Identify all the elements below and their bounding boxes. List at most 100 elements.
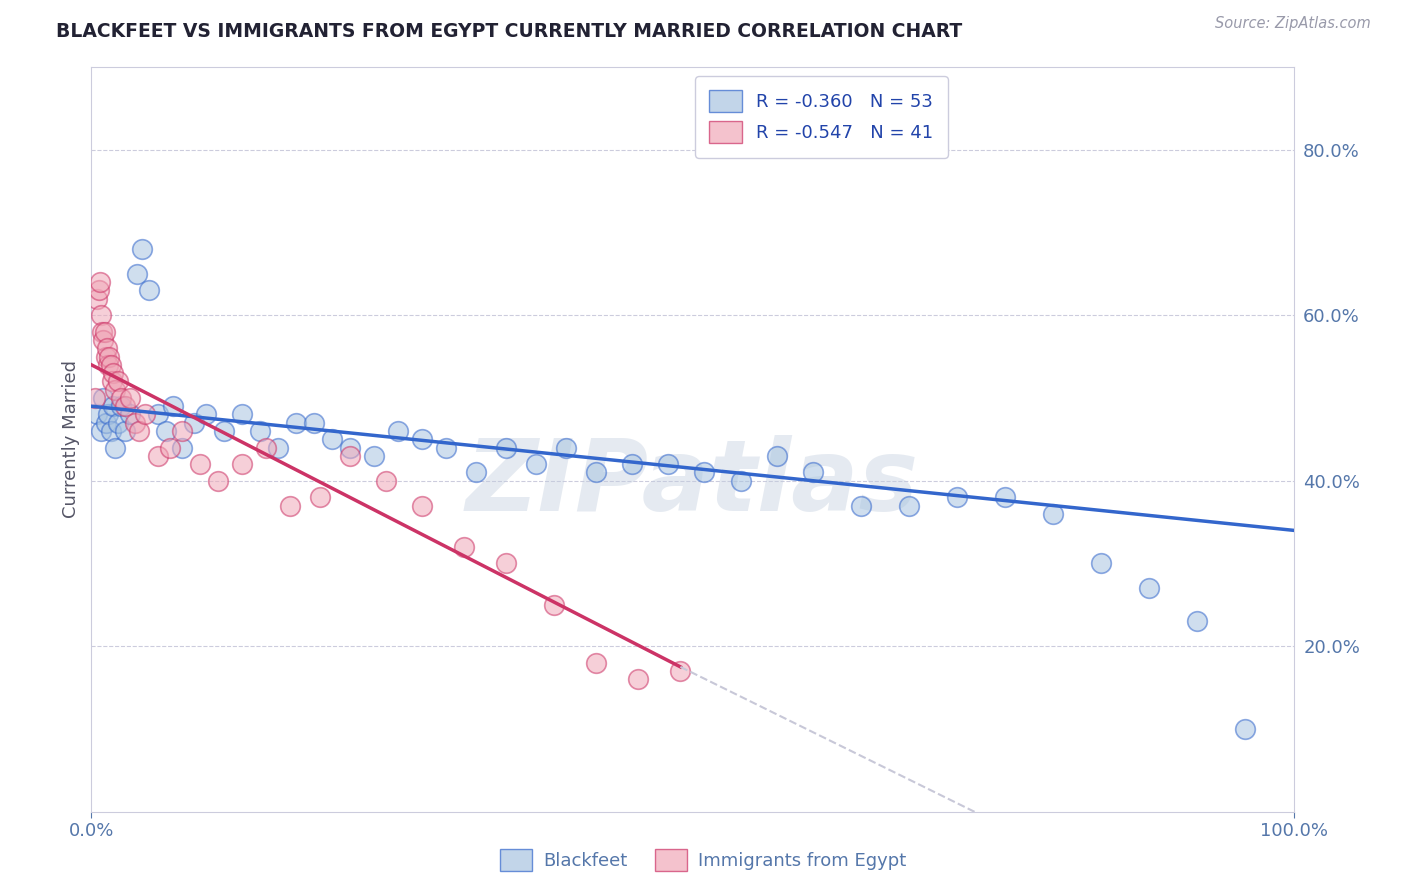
Point: [411, 432, 433, 446]
Point: [90, 424, 112, 438]
Point: [170, 424, 193, 438]
Point: [585, 466, 607, 480]
Point: [302, 416, 325, 430]
Point: [97, 408, 120, 422]
Point: [86, 292, 108, 306]
Point: [669, 664, 692, 678]
Point: [146, 408, 169, 422]
Point: [89, 275, 111, 289]
Point: [849, 499, 872, 513]
Point: [284, 416, 307, 430]
Point: [104, 441, 127, 455]
Point: [162, 399, 184, 413]
Point: [627, 673, 650, 687]
Point: [621, 457, 644, 471]
Point: [249, 424, 271, 438]
Point: [730, 474, 752, 488]
Point: [801, 466, 824, 480]
Point: [374, 474, 396, 488]
Point: [994, 490, 1017, 504]
Point: [387, 424, 409, 438]
Point: [114, 424, 136, 438]
Point: [231, 408, 253, 422]
Point: [495, 441, 517, 455]
Point: [278, 499, 301, 513]
Point: [101, 375, 124, 389]
Point: [194, 408, 217, 422]
Point: [118, 391, 141, 405]
Point: [585, 656, 607, 670]
Point: [125, 267, 148, 281]
Y-axis label: Currently Married: Currently Married: [62, 360, 80, 518]
Point: [1187, 615, 1209, 629]
Point: [94, 350, 117, 364]
Point: [93, 325, 115, 339]
Point: [100, 358, 122, 372]
Point: [101, 366, 124, 380]
Point: [1137, 582, 1160, 596]
Point: [86, 408, 108, 422]
Point: [96, 341, 118, 355]
Point: [212, 424, 235, 438]
Point: [87, 284, 110, 298]
Point: [97, 358, 120, 372]
Point: [170, 441, 193, 455]
Point: [155, 424, 177, 438]
Legend: Blackfeet, Immigrants from Egypt: Blackfeet, Immigrants from Egypt: [492, 842, 914, 879]
Point: [188, 457, 211, 471]
Point: [543, 598, 565, 612]
Point: [91, 325, 114, 339]
Point: [1234, 722, 1257, 736]
Point: [434, 441, 457, 455]
Point: [321, 432, 343, 446]
Point: [107, 375, 129, 389]
Point: [131, 242, 153, 256]
Point: [339, 449, 361, 463]
Point: [124, 416, 146, 430]
Point: [104, 383, 127, 397]
Point: [254, 441, 277, 455]
Point: [101, 399, 124, 413]
Point: [267, 441, 290, 455]
Point: [363, 449, 385, 463]
Point: [134, 408, 156, 422]
Point: [946, 490, 969, 504]
Point: [183, 416, 205, 430]
Point: [495, 557, 517, 571]
Point: [524, 457, 547, 471]
Point: [90, 308, 112, 322]
Point: [94, 416, 117, 430]
Point: [159, 441, 181, 455]
Point: [100, 424, 122, 438]
Point: [146, 449, 169, 463]
Point: [231, 457, 253, 471]
Point: [465, 466, 488, 480]
Point: [339, 441, 361, 455]
Point: [207, 474, 229, 488]
Point: [84, 391, 107, 405]
Point: [657, 457, 679, 471]
Point: [110, 399, 132, 413]
Point: [693, 466, 716, 480]
Point: [308, 490, 330, 504]
Point: [1042, 507, 1064, 521]
Point: [98, 350, 121, 364]
Point: [107, 416, 129, 430]
Point: [765, 449, 787, 463]
Point: [897, 499, 920, 513]
Point: [453, 540, 475, 554]
Point: [110, 391, 132, 405]
Legend: R = -0.360   N = 53, R = -0.547   N = 41: R = -0.360 N = 53, R = -0.547 N = 41: [695, 76, 948, 158]
Point: [555, 441, 578, 455]
Point: [118, 408, 141, 422]
Text: BLACKFEET VS IMMIGRANTS FROM EGYPT CURRENTLY MARRIED CORRELATION CHART: BLACKFEET VS IMMIGRANTS FROM EGYPT CURRE…: [56, 22, 963, 41]
Point: [411, 499, 433, 513]
Text: Source: ZipAtlas.com: Source: ZipAtlas.com: [1215, 16, 1371, 31]
Point: [93, 391, 115, 405]
Point: [1090, 557, 1112, 571]
Text: ZIPatlas: ZIPatlas: [465, 435, 920, 533]
Point: [138, 284, 160, 298]
Point: [93, 333, 115, 347]
Point: [128, 424, 150, 438]
Point: [114, 399, 136, 413]
